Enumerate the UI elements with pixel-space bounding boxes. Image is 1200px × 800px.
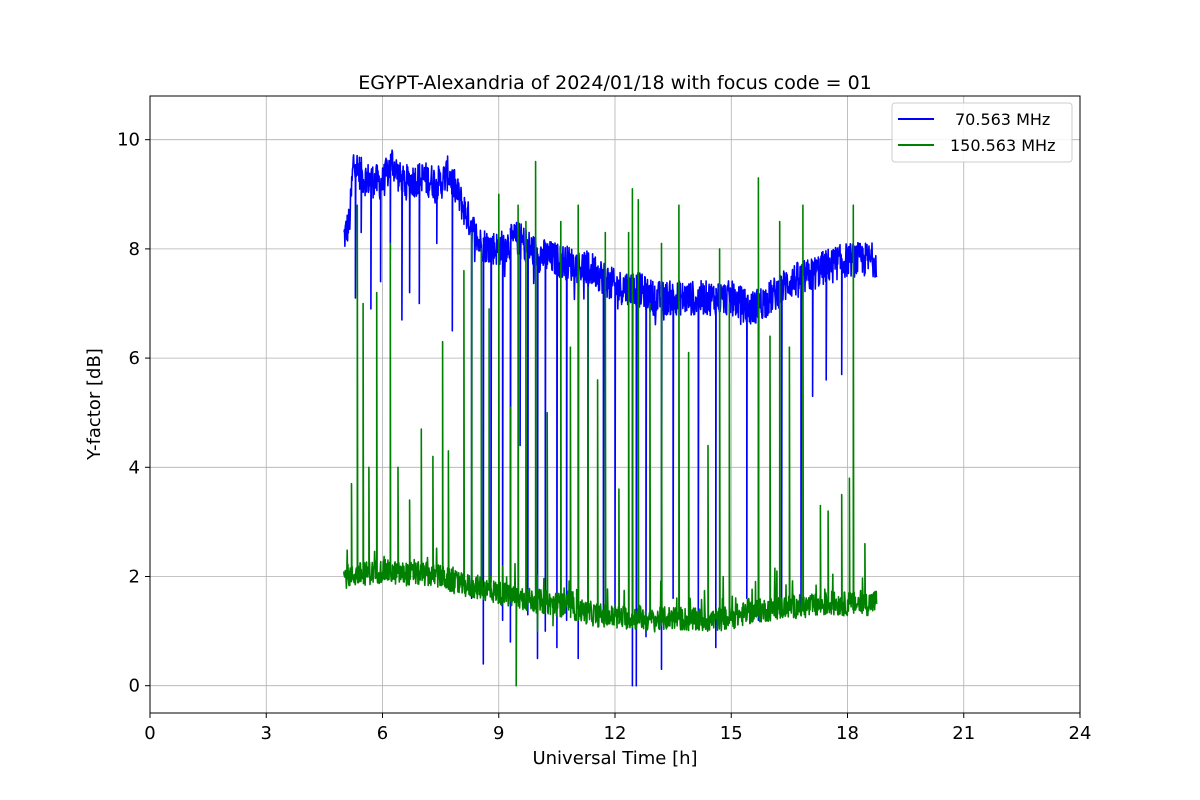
x-tick-label: 3: [261, 723, 272, 744]
y-tick-label: 10: [117, 130, 140, 151]
chart-title: EGYPT-Alexandria of 2024/01/18 with focu…: [358, 72, 872, 94]
series-line-1: [343, 160, 878, 687]
x-tick-label: 6: [377, 723, 388, 744]
y-tick-label: 4: [129, 457, 140, 478]
x-axis-ticks: 0 3 6 9 12 15 18 21 24: [144, 713, 1091, 744]
series-layer: [343, 149, 878, 687]
x-tick-label: 18: [836, 723, 859, 744]
x-tick-label: 21: [952, 723, 975, 744]
y-axis-label: Y-factor [dB]: [84, 348, 105, 461]
legend-label-70mhz: 70.563 MHz: [955, 110, 1050, 129]
x-tick-label: 0: [144, 723, 155, 744]
x-axis-label: Universal Time [h]: [532, 748, 697, 769]
y-tick-label: 8: [129, 239, 140, 260]
y-tick-label: 0: [129, 676, 140, 697]
legend: 70.563 MHz 150.563 MHz: [891, 102, 1073, 163]
y-axis-ticks: 0 2 4 6 8 10: [117, 130, 150, 697]
x-tick-label: 12: [604, 723, 627, 744]
y-tick-label: 6: [129, 348, 140, 369]
legend-box: [891, 102, 1073, 163]
x-tick-label: 9: [493, 723, 504, 744]
x-tick-label: 24: [1069, 723, 1092, 744]
y-tick-label: 2: [129, 566, 140, 587]
x-tick-label: 15: [720, 723, 743, 744]
legend-label-150mhz: 150.563 MHz: [950, 136, 1055, 155]
